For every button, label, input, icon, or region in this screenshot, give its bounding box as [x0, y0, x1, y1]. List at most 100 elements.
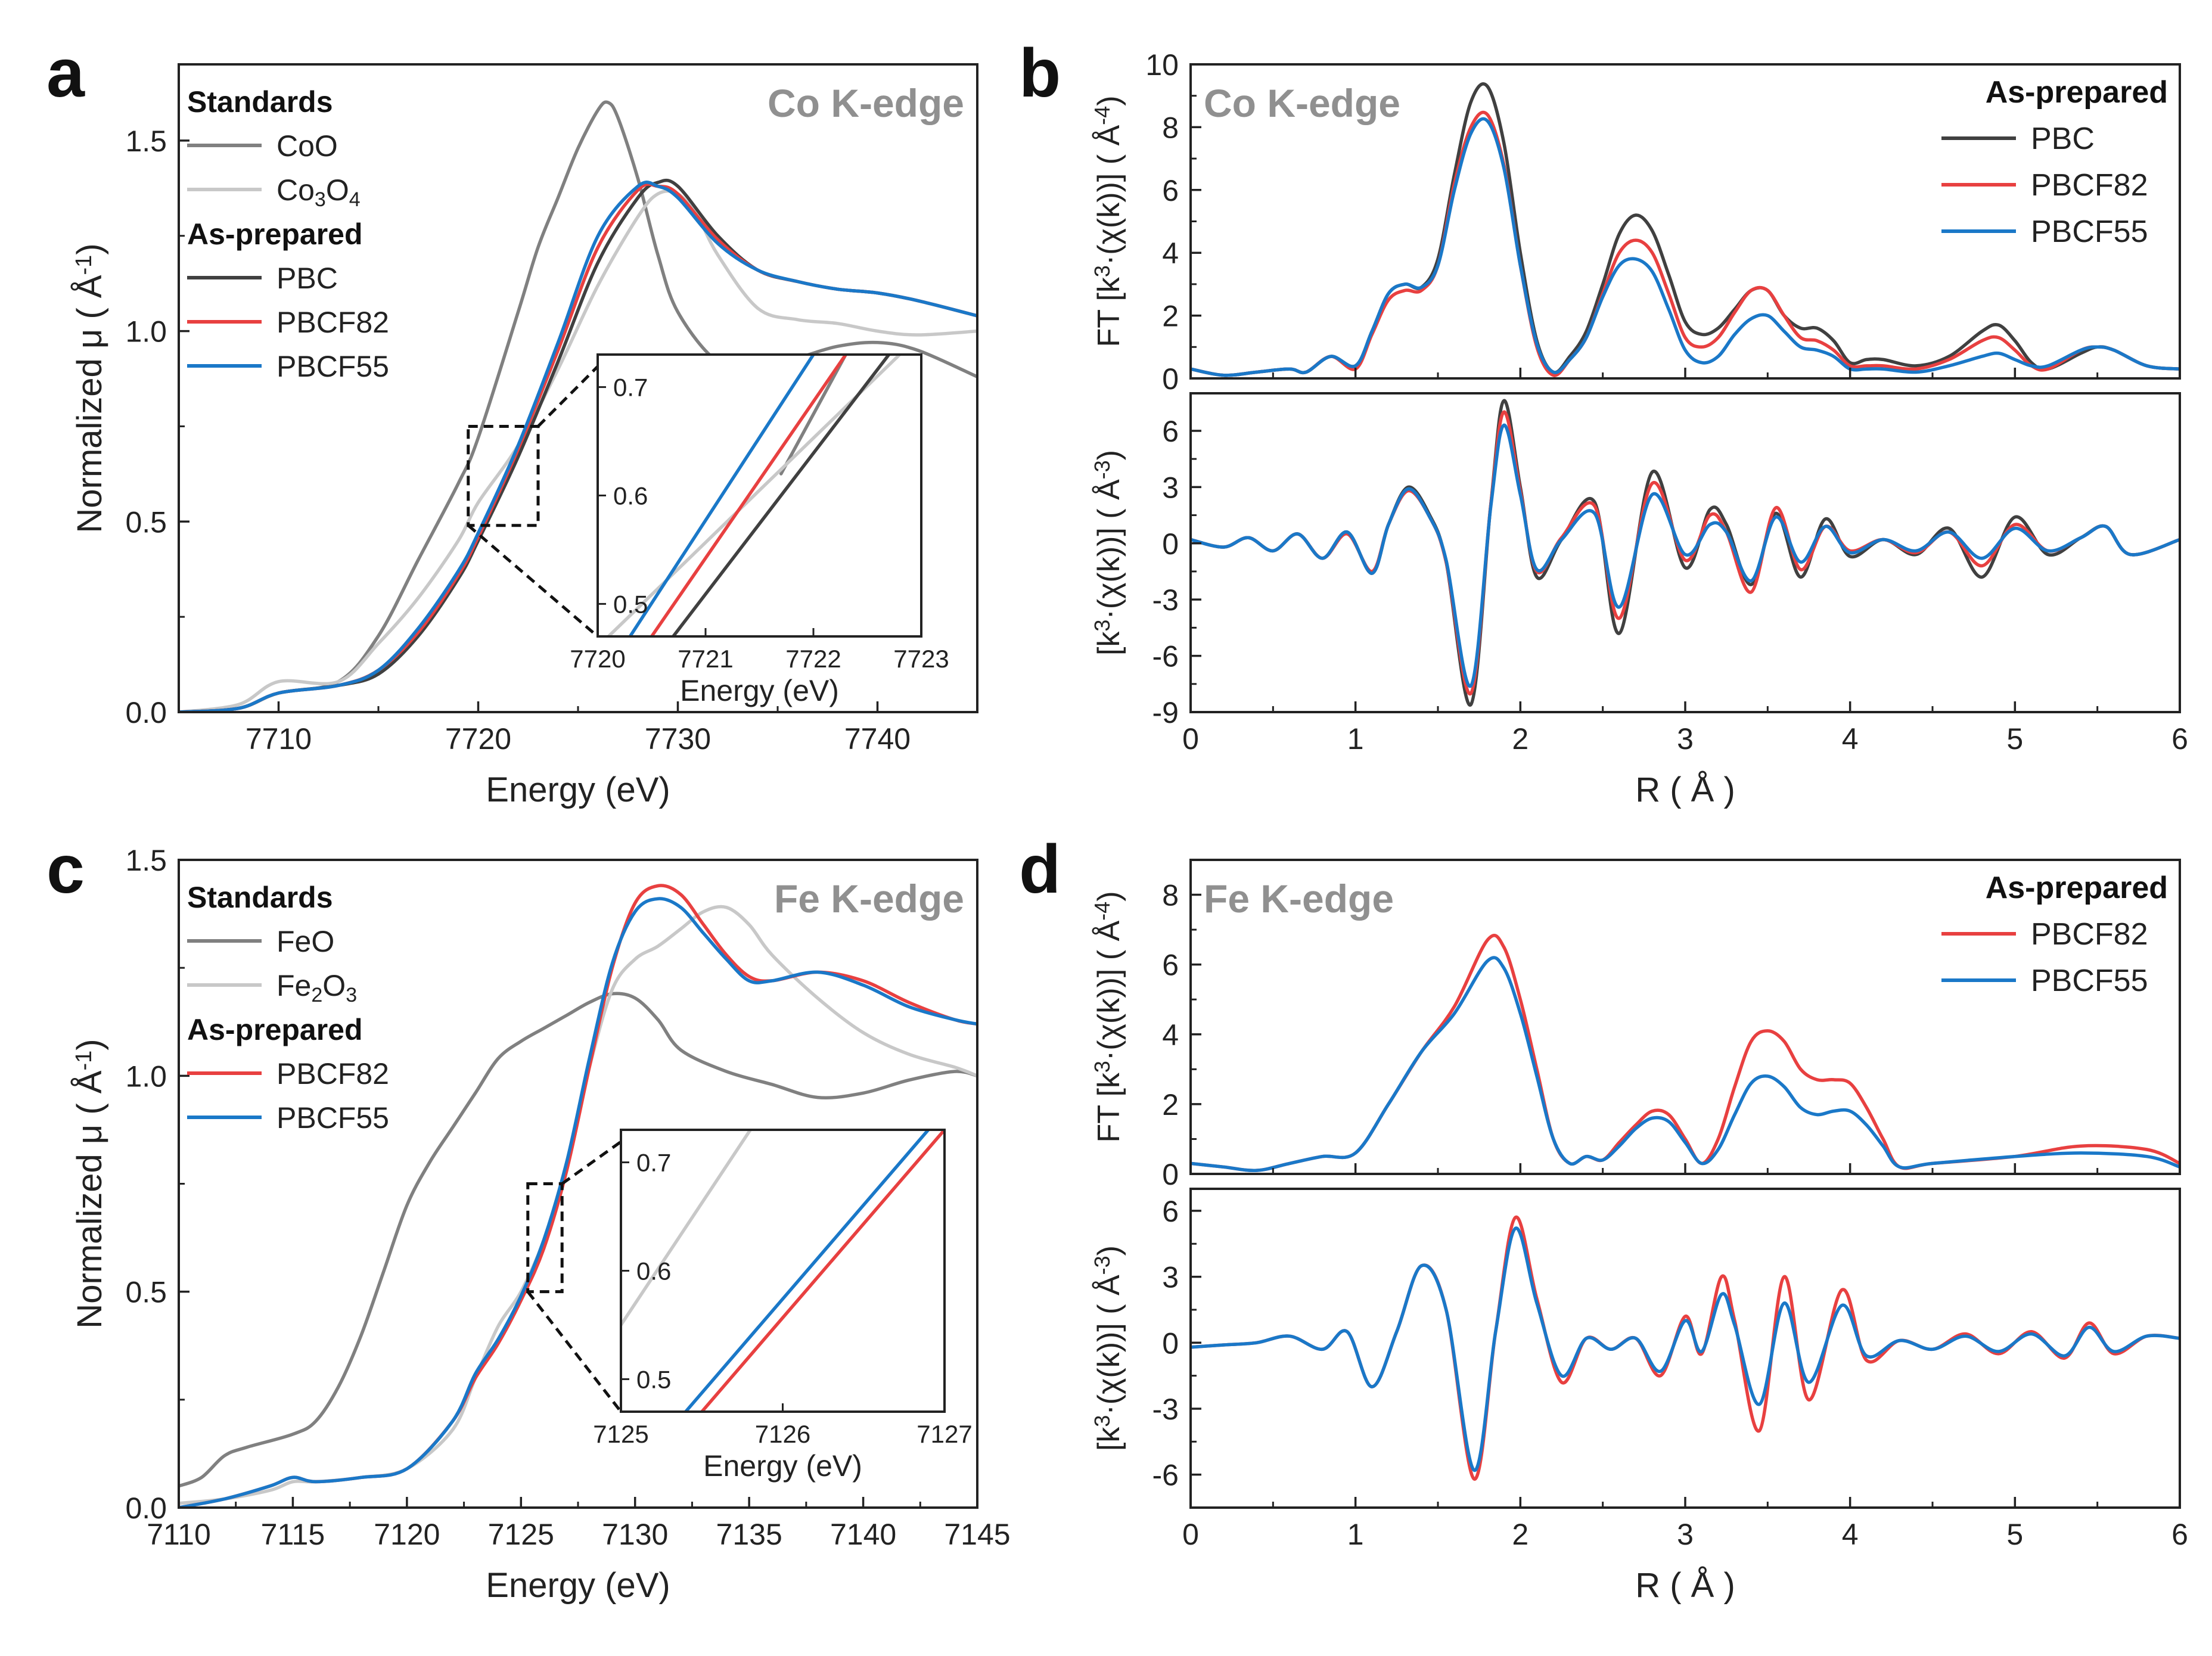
bottom-y-axis-label: [k3·(χ(k))] ( Å-3): [1090, 450, 1126, 655]
x-axis-label: Energy (eV): [486, 1566, 670, 1605]
y-tick-label: -9: [1152, 696, 1179, 729]
x-tick-label: 2: [1512, 722, 1528, 756]
x-tick-label: 6: [2171, 1518, 2188, 1551]
x-tick-label: 3: [1677, 722, 1694, 756]
panel-title: Co K-edge: [768, 81, 964, 125]
panel-letter: c: [46, 831, 85, 908]
series-line-pbcf55: [1191, 423, 2180, 688]
inset-y-tick-label: 0.5: [613, 590, 648, 618]
y-tick-label: 1.0: [125, 315, 167, 349]
series-line-co3o4: [179, 189, 977, 712]
y-tick-label: 4: [1162, 1018, 1179, 1052]
y-tick-label: 0.5: [125, 1276, 167, 1309]
y-tick-label: 0: [1162, 362, 1179, 396]
inset-x-axis-label: Energy (eV): [680, 674, 839, 707]
zoom-connector: [537, 365, 599, 428]
y-tick-label: 0: [1162, 1326, 1179, 1360]
zoom-connector: [561, 1140, 622, 1185]
top-y-axis-label: FT [k3·(χ(k))] ( Å-4): [1090, 95, 1126, 347]
x-axis-label: R ( Å ): [1635, 1566, 1735, 1605]
x-tick-label: 7140: [830, 1518, 896, 1551]
x-tick-label: 7740: [844, 722, 911, 756]
x-tick-label: 7730: [645, 722, 711, 756]
x-tick-label: 5: [2006, 1518, 2023, 1551]
series-line-pbcf55: [1191, 1226, 2180, 1472]
legend-label: Co3O4: [276, 173, 361, 211]
series-line-feo: [179, 992, 977, 1488]
x-tick-label: 6: [2171, 722, 2188, 756]
zoom-connector: [526, 1291, 622, 1413]
y-tick-label: 1.5: [125, 844, 167, 877]
x-tick-label: 1: [1347, 722, 1364, 756]
series-line-coo: [779, 355, 848, 476]
inset-y-tick-label: 0.7: [636, 1149, 671, 1177]
y-tick-label: 1.5: [125, 125, 167, 158]
zoom-box: [526, 1182, 564, 1294]
top-y-axis-label: FT [k3·(χ(k))] ( Å-4): [1090, 891, 1126, 1142]
y-tick-label: -3: [1152, 583, 1179, 617]
y-tick-label: 3: [1162, 471, 1179, 504]
y-tick-label: 0.0: [125, 696, 167, 729]
y-tick-label: 4: [1162, 237, 1179, 270]
panel-c: c 7110 7115 7120 7125 7130 7135 7140 7145 0.0 0.5 1…: [46, 831, 1011, 1605]
x-tick-label: 1: [1347, 1518, 1364, 1551]
x-tick-label: 7115: [261, 1518, 325, 1551]
inset-background: [598, 355, 921, 636]
zoom-connector: [467, 524, 599, 638]
y-tick-label: 0: [1162, 527, 1179, 561]
y-tick-label: 0.5: [125, 505, 167, 539]
legend-label: PBC: [276, 262, 338, 295]
y-tick-label: 3: [1162, 1261, 1179, 1294]
panel-title: Fe K-edge: [1204, 877, 1394, 921]
series-line-pbcf82: [650, 355, 848, 636]
x-tick-label: 7720: [445, 722, 511, 756]
x-tick-label: 3: [1677, 1518, 1694, 1551]
x-axis-label: R ( Å ): [1635, 770, 1735, 809]
y-tick-label: 8: [1162, 879, 1179, 912]
inset-y-tick-label: 0.5: [636, 1365, 671, 1393]
panel-a: a 7710 7720 7730 7740 0.0 0.5 1.0 1.5 Energy (eV)…: [46, 35, 978, 809]
y-tick-label: -6: [1152, 1459, 1179, 1492]
inset-x-tick-label: 7721: [678, 645, 733, 673]
series-line-pbcf55: [1191, 117, 2180, 377]
legend-label: PBCF82: [276, 306, 389, 339]
y-axis-label: Normalized μ ( Å-1): [70, 1039, 109, 1328]
panel-letter: a: [46, 35, 85, 111]
y-axis-label: Normalized μ ( Å-1): [70, 243, 109, 533]
series-line-pbcf55: [179, 897, 977, 1508]
y-tick-label: 6: [1162, 1195, 1179, 1228]
x-tick-label: 7110: [147, 1518, 211, 1551]
x-tick-label: 4: [1842, 722, 1859, 756]
inset-x-axis-label: Energy (eV): [703, 1449, 862, 1483]
y-tick-label: 8: [1162, 111, 1179, 144]
y-tick-label: 6: [1162, 415, 1179, 448]
series-line-pbcf82: [700, 1130, 945, 1412]
legend-heading: As-prepared: [187, 1013, 363, 1046]
x-tick-label: 4: [1842, 1518, 1859, 1551]
y-tick-label: 2: [1162, 1088, 1179, 1121]
x-tick-label: 7130: [602, 1518, 668, 1551]
x-axis-label: Energy (eV): [486, 770, 670, 809]
y-tick-label: 1.0: [125, 1060, 167, 1093]
legend-heading: As-prepared: [1986, 871, 2168, 905]
x-tick-label: 7145: [944, 1518, 1010, 1551]
panel-d: d 0 1 2 3 4 5 6 0 2 4 6 8 -6 -3 0 3 6 R ( Å ) FT [k3·(χ(k))…: [1019, 831, 2188, 1605]
bottom-axes-frame: [1189, 1188, 2181, 1509]
series-line-pbcf55: [684, 1130, 930, 1412]
y-tick-label: -3: [1152, 1393, 1179, 1426]
inset-background: [621, 1130, 945, 1412]
panel-letter: b: [1019, 35, 1061, 111]
legend-heading: Standards: [187, 85, 333, 119]
legend-heading: As-prepared: [1986, 75, 2168, 110]
x-tick-label: 7135: [716, 1518, 782, 1551]
inset-y-tick-label: 0.7: [613, 374, 648, 402]
x-tick-label: 7710: [246, 722, 312, 756]
x-tick-label: 7120: [374, 1518, 440, 1551]
legend-label: PBCF55: [2031, 964, 2148, 998]
inset-x-tick-label: 7126: [755, 1420, 810, 1448]
y-tick-label: 6: [1162, 174, 1179, 207]
legend-label: Fe2O3: [276, 969, 357, 1006]
series-line-pbcf82: [1191, 110, 2180, 377]
inset-y-tick-label: 0.6: [613, 482, 648, 510]
